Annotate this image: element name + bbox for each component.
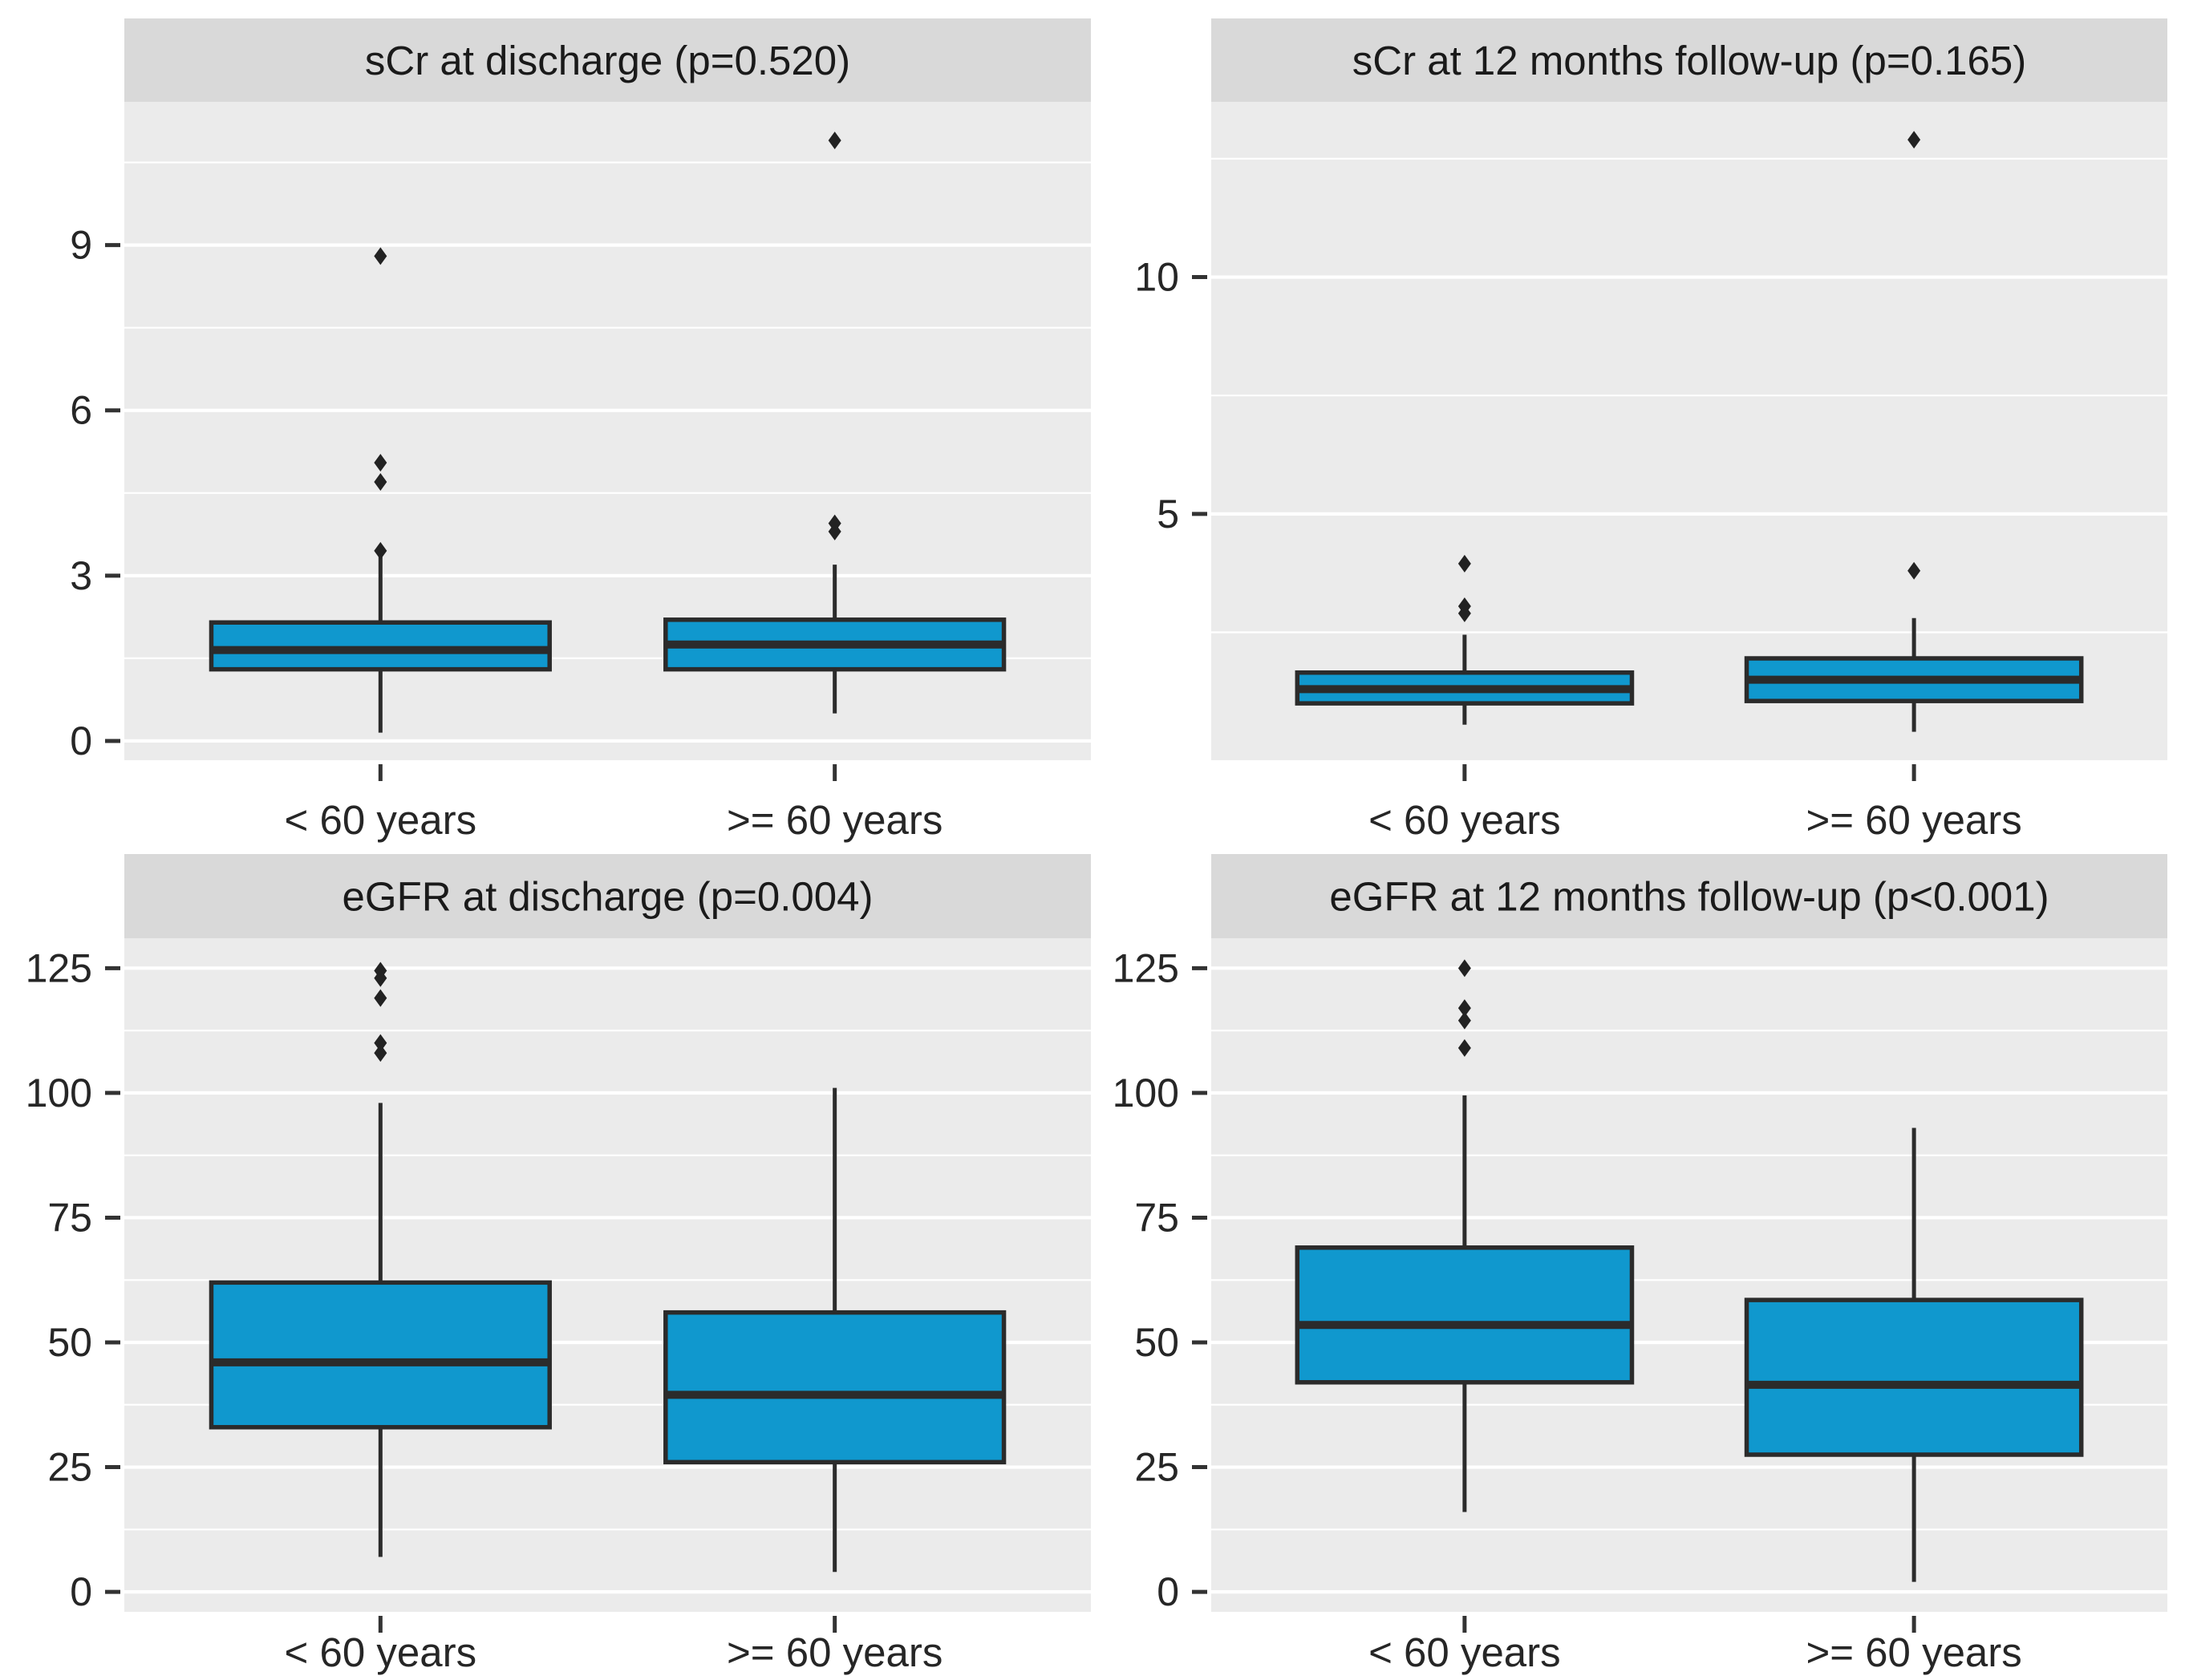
outlier-point (1907, 131, 1921, 149)
egfr-12-months-plot: eGFR at 12 months follow-up (p<0.001) 0 25… (1115, 854, 2167, 1675)
iqr-box (1744, 1297, 2084, 1457)
iqr-box (209, 1280, 552, 1430)
y-axis-tick-label: 50 (1134, 1320, 1179, 1365)
y-axis-tick-label: 5 (1157, 492, 1179, 536)
x-axis-category-label: >= 60 years (1806, 1629, 2021, 1675)
outlier-point (1457, 1011, 1471, 1030)
x-axis-category-label: < 60 years (1368, 1629, 1561, 1675)
boxplot-under-60 (209, 961, 552, 1557)
outlier-point (828, 514, 841, 532)
boxplot-over-60 (1744, 1127, 2084, 1582)
panel-egfr-12-months: eGFR at 12 months follow-up (p<0.001) 0 25… (1115, 844, 2185, 1680)
outlier-point (1457, 597, 1471, 616)
y-axis-tick-label: 100 (26, 1071, 92, 1115)
outlier-point (374, 989, 387, 1007)
y-axis-tick-label: 25 (47, 1445, 92, 1490)
y-axis-tick-label: 0 (1157, 1569, 1179, 1614)
outlier-point (1457, 999, 1471, 1018)
outlier-point (374, 541, 387, 560)
y-axis-tick-label: 3 (70, 553, 92, 598)
panel-title: eGFR at 12 months follow-up (p<0.001) (1329, 874, 2049, 920)
plot-panel-background (124, 938, 1091, 1612)
y-axis-tick-label: 9 (70, 223, 92, 268)
iqr-box (663, 1310, 1007, 1465)
x-axis-category-label: >= 60 years (727, 797, 943, 843)
scr-12-months-plot: sCr at 12 months follow-up (p=0.165) 5 10 <… (1134, 18, 2167, 843)
boxplot-under-60 (1295, 959, 1635, 1512)
outlier-point (828, 132, 841, 150)
outlier-point (374, 247, 387, 265)
x-axis-category-label: >= 60 years (1806, 797, 2021, 843)
y-axis-tick-label: 0 (70, 1569, 92, 1614)
y-axis-tick-label: 75 (1134, 1195, 1179, 1240)
iqr-box (209, 620, 552, 672)
y-axis-tick-label: 75 (47, 1195, 92, 1240)
strip-header (124, 18, 1091, 102)
egfr-discharge-plot: eGFR at discharge (p=0.004) 0 25 50 75 100 125… (26, 854, 1091, 1675)
outlier-point (374, 1044, 387, 1063)
y-axis-tick-label: 6 (70, 388, 92, 433)
outlier-point (1457, 959, 1471, 978)
panel-title: sCr at 12 months follow-up (p=0.165) (1352, 38, 2027, 83)
panel-egfr-discharge: eGFR at discharge (p=0.004) 0 25 50 75 100 125… (0, 844, 1115, 1680)
x-axis-category-label: < 60 years (1368, 797, 1561, 843)
boxplot-over-60 (1744, 131, 2084, 732)
outlier-point (1907, 561, 1921, 580)
x-axis-category-label: >= 60 years (727, 1629, 943, 1675)
y-axis-tick-label: 100 (1115, 1071, 1179, 1115)
panel-scr-discharge: sCr at discharge (p=0.520) 0 3 6 9 < 60 years… (0, 0, 1115, 844)
outlier-point (1457, 1038, 1471, 1057)
panel-title: eGFR at discharge (p=0.004) (343, 874, 874, 920)
strip-header (124, 854, 1091, 938)
y-axis-tick-label: 50 (47, 1320, 92, 1365)
y-axis-tick-label: 125 (1115, 945, 1179, 990)
x-axis-category-label: < 60 years (285, 1629, 477, 1675)
outlier-point (374, 473, 387, 492)
strip-header (1211, 854, 2167, 938)
panel-title: sCr at discharge (p=0.520) (365, 38, 850, 83)
boxplot-over-60 (663, 1087, 1007, 1573)
iqr-box (1295, 1245, 1635, 1385)
strip-header (1211, 18, 2167, 102)
y-axis-tick-label: 25 (1134, 1445, 1179, 1490)
outlier-point (374, 961, 387, 980)
boxplot-under-60 (1295, 554, 1635, 725)
boxplot-over-60 (663, 132, 1007, 714)
y-axis-tick-label: 0 (70, 719, 92, 763)
boxplot-under-60 (209, 247, 552, 733)
y-axis-tick-label: 10 (1134, 255, 1179, 300)
x-axis-category-label: < 60 years (285, 797, 477, 843)
y-axis-tick-label: 125 (26, 945, 92, 990)
plot-panel-background (1211, 102, 2167, 760)
outlier-point (1457, 554, 1471, 573)
outlier-point (374, 1034, 387, 1052)
panel-scr-12-months: sCr at 12 months follow-up (p=0.165) 5 10 <… (1115, 0, 2185, 844)
outlier-point (374, 454, 387, 472)
scr-discharge-plot: sCr at discharge (p=0.520) 0 3 6 9 < 60 years… (70, 18, 1091, 843)
